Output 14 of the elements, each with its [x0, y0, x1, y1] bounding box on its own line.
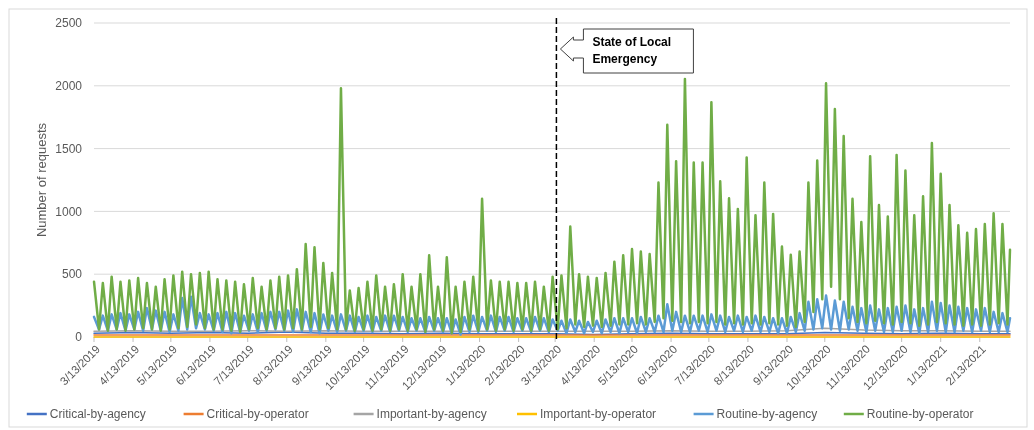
legend-label: Important-by-operator	[540, 407, 657, 422]
y-tick-label: 1500	[55, 141, 83, 156]
legend-label: Important-by-agency	[376, 407, 487, 422]
legend-label: Routine-by-operator	[866, 407, 974, 422]
legend-label: Routine-by-agency	[716, 407, 818, 422]
y-tick-label: 2500	[55, 16, 83, 31]
y-tick-label: 1000	[55, 204, 83, 219]
y-axis-title: Number of requests	[34, 122, 49, 238]
y-tick-label: 2000	[55, 79, 83, 93]
y-tick-label: 0	[75, 330, 83, 345]
legend-label: Critical-by-agency	[49, 407, 146, 422]
y-tick-label: 500	[61, 267, 83, 282]
legend-label: Critical-by-operator	[206, 407, 309, 422]
ref-line-label: State of Local Emergency	[592, 35, 672, 66]
